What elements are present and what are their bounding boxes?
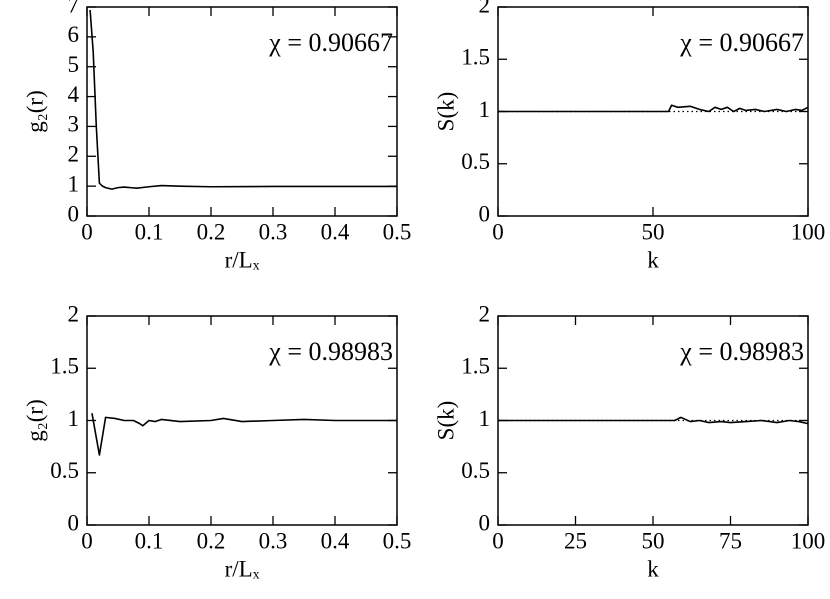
x-tick-label: 0 [492, 219, 504, 244]
y-tick-label: 0 [479, 201, 491, 226]
x-tick-label: 50 [642, 528, 665, 553]
annotation: χ = 0.90667 [679, 28, 804, 57]
x-axis-label: k [647, 247, 659, 272]
x-tick-label: 0.2 [197, 528, 226, 553]
data-line [498, 416, 809, 425]
x-tick-label: 0.1 [135, 219, 164, 244]
y-tick-label: 7 [68, 0, 80, 17]
x-tick-label: 75 [719, 528, 742, 553]
y-axis-label: S(k) [433, 401, 458, 441]
x-tick-label: 0.2 [197, 219, 226, 244]
y-tick-label: 1 [479, 97, 491, 122]
x-axis-label: r/Lₓ [225, 247, 260, 272]
y-tick-label: 1.5 [50, 354, 79, 379]
x-tick-label: 25 [564, 528, 587, 553]
y-axis-label: S(k) [433, 92, 458, 132]
y-tick-label: 2 [479, 0, 491, 17]
annotation: χ = 0.98983 [268, 337, 393, 366]
x-tick-label: 100 [791, 528, 826, 553]
x-tick-label: 0.5 [383, 528, 412, 553]
y-tick-label: 0 [68, 510, 80, 535]
y-tick-label: 0 [68, 201, 80, 226]
plot-frame [86, 6, 398, 217]
y-tick-label: 0 [479, 510, 491, 535]
y-tick-label: 2 [479, 301, 491, 326]
y-tick-label: 2 [68, 301, 80, 326]
x-tick-label: 50 [642, 219, 665, 244]
y-tick-label: 1 [68, 171, 80, 196]
x-tick-label: 0.3 [259, 219, 288, 244]
x-tick-label: 100 [791, 219, 826, 244]
y-tick-label: 0.5 [50, 458, 79, 483]
x-tick-label: 0 [492, 528, 504, 553]
x-tick-label: 0.1 [135, 528, 164, 553]
y-tick-label: 5 [68, 52, 80, 77]
y-tick-label: 3 [68, 112, 80, 137]
y-axis-label: g₂(r) [22, 399, 47, 442]
data-line [89, 9, 397, 190]
x-tick-label: 0.3 [259, 528, 288, 553]
x-tick-label: 0.4 [321, 528, 350, 553]
y-tick-label: 2 [68, 142, 80, 167]
y-tick-label: 1.5 [461, 45, 490, 70]
y-tick-label: 4 [68, 82, 80, 107]
x-tick-label: 0.4 [321, 219, 350, 244]
data-line [91, 413, 397, 456]
x-tick-label: 0 [81, 528, 93, 553]
x-axis-label: r/Lₓ [225, 556, 260, 581]
annotation: χ = 0.90667 [268, 28, 393, 57]
y-tick-label: 1.5 [461, 354, 490, 379]
y-tick-label: 0.5 [461, 458, 490, 483]
annotation: χ = 0.98983 [679, 337, 804, 366]
x-tick-label: 0.5 [383, 219, 412, 244]
y-tick-label: 1 [479, 406, 491, 431]
y-axis-label: g₂(r) [22, 90, 47, 133]
y-tick-label: 6 [68, 22, 80, 47]
x-axis-label: k [647, 556, 659, 581]
data-line [498, 104, 809, 113]
y-tick-label: 1 [68, 406, 80, 431]
x-tick-label: 0 [81, 219, 93, 244]
y-tick-label: 0.5 [461, 149, 490, 174]
